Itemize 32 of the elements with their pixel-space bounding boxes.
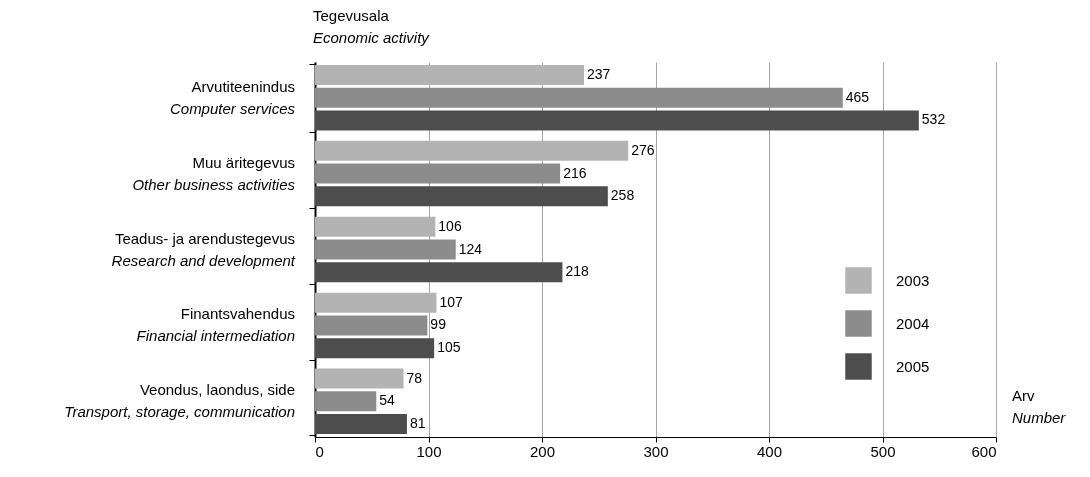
x-tick-label: 0 [315,442,324,460]
data-label: 465 [845,88,870,105]
category-label: Muu äritegevus Other business activities [132,153,295,193]
data-label: 106 [438,217,462,234]
x-axis-title: Arv Number [1012,387,1067,426]
y-axis-title: Tegevusala Economic activity [313,7,431,46]
legend-label: 2004 [896,314,930,332]
category-label: Veondus, laondus, side Transport, storage, communication [64,381,295,421]
category-label: Finantsvahendus Financial intermediation [136,305,295,345]
data-label: 99 [430,316,447,333]
data-label: 81 [409,415,426,432]
data-label: 276 [631,141,655,158]
x-tick-label: 500 [870,442,896,460]
data-label: 237 [586,65,611,82]
category-label: Teadus- ja arendustegevus Research and development [111,229,295,269]
legend-label: 2003 [896,271,930,289]
x-tick-label: 600 [971,442,997,460]
x-tick-label: 400 [756,442,783,460]
data-label: 216 [563,164,587,181]
data-label: 124 [458,240,483,257]
data-label: 54 [379,392,396,409]
data-label: 105 [437,339,461,356]
x-tick-label: 300 [643,442,669,460]
legend-label: 2005 [896,357,930,375]
data-label: 258 [610,187,635,204]
x-tick-label: 100 [416,442,442,460]
x-tick-label: 200 [529,442,556,460]
data-label: 107 [439,293,464,310]
data-label: 78 [406,369,423,386]
category-label: Arvutiteenindus Computer services [169,77,295,117]
data-label: 532 [921,111,946,128]
data-label: 218 [565,263,589,280]
